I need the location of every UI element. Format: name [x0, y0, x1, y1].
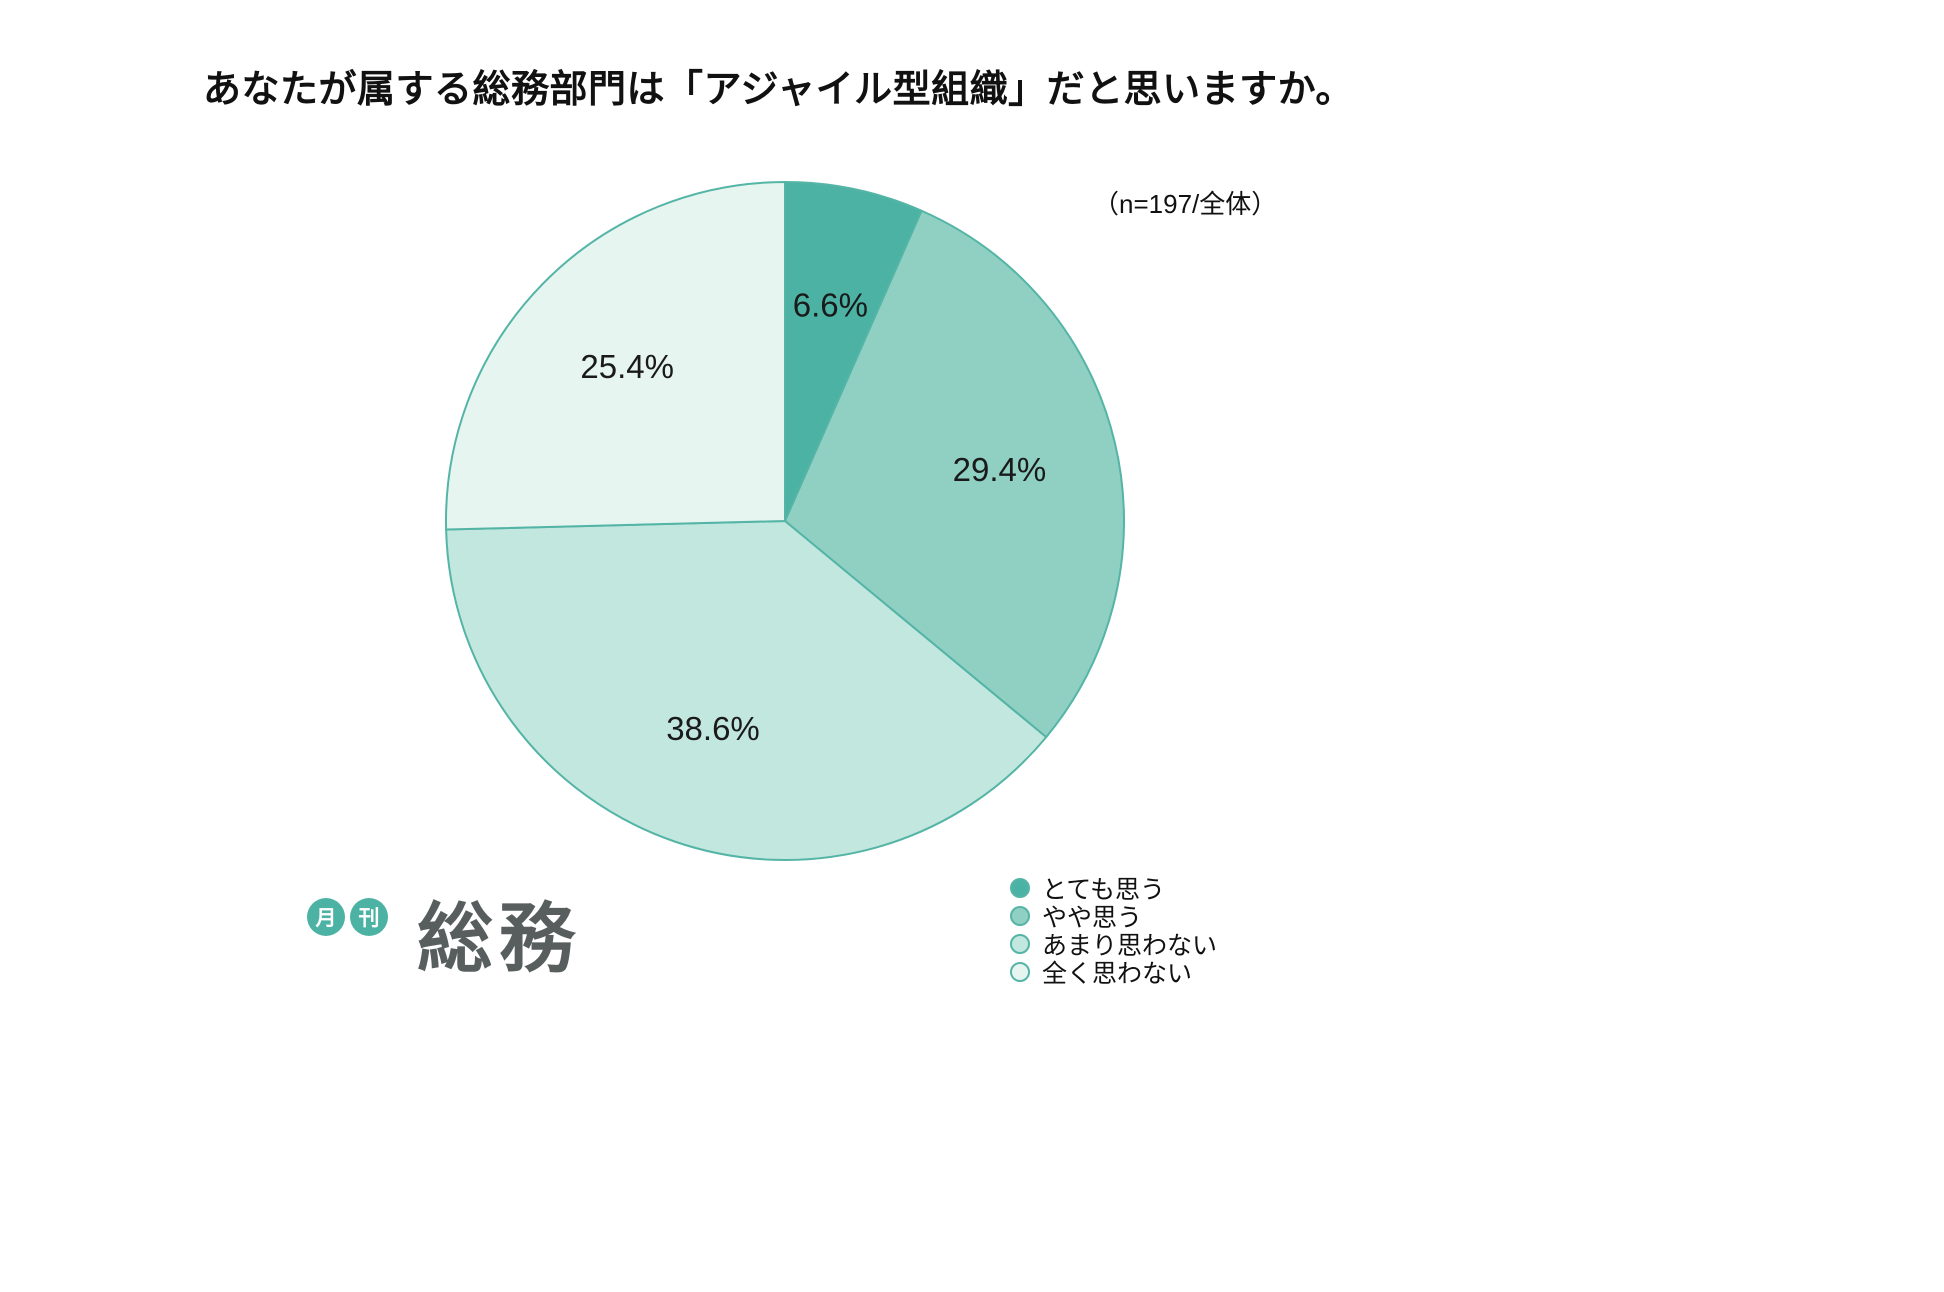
legend-swatch — [1010, 962, 1030, 982]
legend: とても思う やや思う あまり思わない 全く思わない — [1010, 874, 1217, 988]
slice-value-label: 38.6% — [666, 710, 760, 747]
legend-item: あまり思わない — [1010, 930, 1217, 960]
pie-slice-3 — [445, 181, 786, 531]
legend-label: 全く思わない — [1042, 960, 1193, 988]
logo-badge-kan: 刊 — [350, 898, 388, 936]
legend-item: とても思う — [1010, 874, 1217, 904]
slice-value-label: 6.6% — [793, 286, 868, 323]
publisher-logo: 月 刊 総務 — [307, 894, 581, 985]
sample-size-note: （n=197/全体） — [1093, 189, 1278, 219]
legend-label: やや思う — [1042, 904, 1143, 932]
pie-slice-1 — [784, 209, 1125, 739]
legend-label: とても思う — [1042, 876, 1166, 904]
pie-slice-0 — [784, 181, 923, 522]
legend-item: 全く思わない — [1010, 958, 1217, 988]
legend-swatch — [1010, 878, 1030, 898]
slice-value-label: 29.4% — [953, 451, 1047, 488]
legend-swatch — [1010, 934, 1030, 954]
logo-badge-getsu: 月 — [307, 898, 345, 936]
logo-wordmark: 総務 — [417, 897, 581, 982]
chart-title: あなたが属する総務部門は「アジャイル型組織」だと思いますか。 — [203, 69, 1354, 111]
slice-value-label: 25.4% — [580, 348, 674, 385]
legend-label: あまり思わない — [1042, 932, 1218, 960]
legend-item: やや思う — [1010, 902, 1217, 932]
pie-slice-2 — [445, 520, 1048, 861]
legend-swatch — [1010, 906, 1030, 926]
pie-chart: 6.6% 29.4% 38.6% 25.4% — [445, 181, 1125, 861]
